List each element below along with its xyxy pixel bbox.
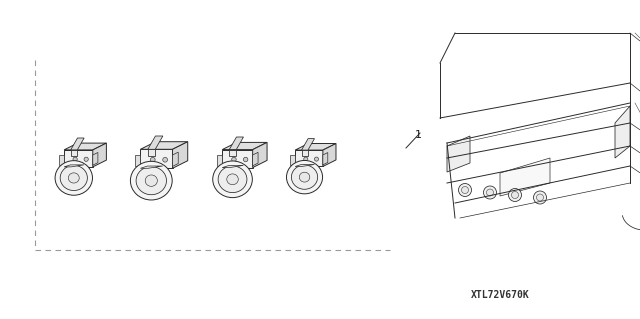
Polygon shape <box>59 155 64 165</box>
Ellipse shape <box>68 173 79 183</box>
Polygon shape <box>70 138 84 150</box>
Ellipse shape <box>136 167 166 195</box>
Circle shape <box>150 157 155 162</box>
Circle shape <box>509 189 522 202</box>
Polygon shape <box>148 136 163 149</box>
Circle shape <box>314 157 319 161</box>
Polygon shape <box>173 142 188 168</box>
Text: 1: 1 <box>415 130 422 140</box>
Polygon shape <box>93 152 98 165</box>
Polygon shape <box>229 137 243 150</box>
Polygon shape <box>323 144 336 167</box>
Ellipse shape <box>145 175 157 186</box>
Circle shape <box>232 157 236 162</box>
Polygon shape <box>229 150 236 156</box>
Polygon shape <box>140 166 163 168</box>
Circle shape <box>73 157 77 161</box>
Ellipse shape <box>227 174 238 185</box>
Polygon shape <box>301 138 314 150</box>
Polygon shape <box>295 144 336 150</box>
Polygon shape <box>140 142 188 149</box>
Circle shape <box>511 191 518 198</box>
Polygon shape <box>140 149 173 168</box>
Polygon shape <box>253 142 267 167</box>
Polygon shape <box>295 165 314 167</box>
Ellipse shape <box>218 166 247 193</box>
Polygon shape <box>135 155 140 167</box>
Circle shape <box>461 187 468 194</box>
Polygon shape <box>222 150 253 167</box>
Circle shape <box>163 157 168 162</box>
Ellipse shape <box>131 161 172 200</box>
Ellipse shape <box>287 160 323 194</box>
Circle shape <box>84 157 88 161</box>
Circle shape <box>304 157 308 161</box>
Polygon shape <box>500 158 550 196</box>
Text: XTL72V670K: XTL72V670K <box>470 290 529 300</box>
Polygon shape <box>70 150 77 156</box>
Polygon shape <box>148 149 156 156</box>
Circle shape <box>486 189 493 196</box>
Polygon shape <box>301 150 308 156</box>
Polygon shape <box>64 150 93 167</box>
Ellipse shape <box>55 161 93 195</box>
Polygon shape <box>222 166 243 167</box>
Polygon shape <box>217 155 222 166</box>
Polygon shape <box>64 143 106 150</box>
Polygon shape <box>447 136 470 172</box>
Polygon shape <box>615 106 630 158</box>
Circle shape <box>536 194 543 201</box>
Ellipse shape <box>291 165 317 189</box>
Ellipse shape <box>300 172 310 182</box>
Ellipse shape <box>212 161 252 197</box>
Circle shape <box>243 157 248 162</box>
Circle shape <box>483 186 497 199</box>
Polygon shape <box>290 155 295 165</box>
Polygon shape <box>323 152 328 165</box>
Polygon shape <box>253 152 258 166</box>
Polygon shape <box>64 165 84 167</box>
Polygon shape <box>295 150 323 167</box>
Polygon shape <box>93 143 106 167</box>
Circle shape <box>458 183 472 197</box>
Ellipse shape <box>60 165 88 190</box>
Circle shape <box>534 191 547 204</box>
Polygon shape <box>173 152 178 167</box>
Polygon shape <box>222 142 267 150</box>
